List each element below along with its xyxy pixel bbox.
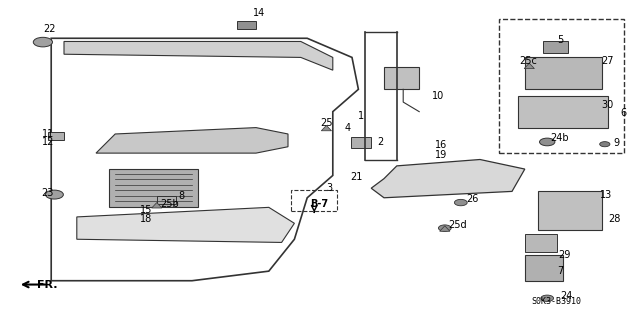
- Text: 10: 10: [432, 91, 444, 101]
- Bar: [237, 21, 256, 29]
- Text: 13: 13: [600, 189, 612, 200]
- Text: 18: 18: [140, 214, 152, 225]
- Text: 4: 4: [344, 122, 351, 133]
- Text: 9: 9: [613, 137, 620, 148]
- Text: 25: 25: [320, 118, 333, 128]
- Bar: [518, 96, 608, 128]
- Bar: [543, 41, 568, 53]
- Circle shape: [454, 199, 467, 206]
- Bar: [384, 67, 419, 89]
- Circle shape: [600, 142, 610, 147]
- Text: 6: 6: [621, 108, 627, 118]
- Text: 27: 27: [602, 56, 614, 66]
- Text: FR.: FR.: [37, 279, 58, 290]
- Text: B-7: B-7: [310, 198, 328, 209]
- Polygon shape: [321, 125, 332, 131]
- Text: 19: 19: [435, 150, 447, 160]
- Polygon shape: [64, 41, 333, 70]
- Text: 25d: 25d: [448, 220, 467, 230]
- Text: 2: 2: [378, 137, 384, 147]
- Bar: [525, 57, 602, 89]
- Bar: [109, 169, 198, 207]
- Text: 25c: 25c: [520, 56, 538, 66]
- Text: 7: 7: [557, 266, 563, 276]
- Text: 3: 3: [326, 183, 333, 193]
- Bar: [48, 132, 64, 140]
- Polygon shape: [524, 63, 534, 69]
- Circle shape: [541, 295, 554, 301]
- Text: 8: 8: [178, 191, 184, 201]
- Bar: [291, 190, 337, 211]
- Bar: [499, 19, 624, 153]
- Circle shape: [33, 37, 52, 47]
- Circle shape: [45, 190, 63, 199]
- Polygon shape: [440, 226, 450, 231]
- Text: 14: 14: [253, 8, 265, 18]
- Text: 28: 28: [608, 213, 620, 224]
- Text: 30: 30: [602, 100, 614, 110]
- Polygon shape: [96, 128, 288, 153]
- Text: 11: 11: [42, 129, 54, 139]
- Text: 1: 1: [358, 111, 365, 122]
- Bar: [157, 196, 176, 204]
- Text: 5: 5: [557, 35, 563, 45]
- Polygon shape: [152, 203, 162, 208]
- Polygon shape: [371, 160, 525, 198]
- Text: 12: 12: [42, 137, 54, 147]
- Circle shape: [540, 138, 555, 146]
- Text: 16: 16: [435, 140, 447, 150]
- Text: 25b: 25b: [160, 198, 179, 209]
- Text: S0K3-B3910: S0K3-B3910: [532, 297, 582, 306]
- Text: 29: 29: [559, 250, 571, 260]
- Circle shape: [438, 225, 451, 231]
- Bar: [525, 255, 563, 281]
- Text: 23: 23: [42, 188, 54, 198]
- Text: 21: 21: [351, 172, 363, 182]
- Text: 24: 24: [560, 291, 572, 301]
- Bar: [538, 191, 602, 230]
- Bar: [351, 137, 371, 148]
- Text: 26: 26: [466, 194, 478, 204]
- Polygon shape: [77, 207, 294, 242]
- Text: 15: 15: [140, 205, 152, 215]
- Text: 22: 22: [43, 24, 56, 34]
- Text: 24b: 24b: [550, 133, 569, 143]
- Bar: [525, 234, 557, 252]
